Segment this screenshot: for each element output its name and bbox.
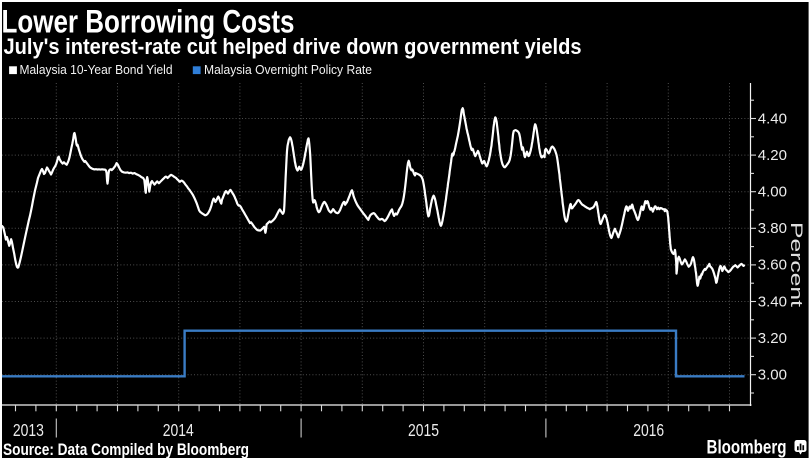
svg-text:4.00: 4.00 (758, 184, 787, 201)
svg-text:3.80: 3.80 (758, 220, 787, 237)
svg-text:Source: Data Compiled by Bloom: Source: Data Compiled by Bloomberg (3, 440, 249, 458)
svg-text:4.40: 4.40 (758, 110, 787, 127)
svg-text:4.20: 4.20 (758, 147, 787, 164)
svg-text:2016: 2016 (633, 420, 664, 440)
svg-text:3.60: 3.60 (758, 257, 787, 274)
svg-text:Lower Borrowing Costs: Lower Borrowing Costs (2, 4, 295, 40)
svg-text:Bloomberg: Bloomberg (707, 437, 787, 458)
svg-text:2013: 2013 (13, 420, 44, 440)
svg-text:Percent: Percent (787, 222, 805, 308)
svg-text:2015: 2015 (408, 420, 439, 440)
svg-text:3.20: 3.20 (758, 330, 787, 347)
svg-text:Malaysia Overnight Policy Rate: Malaysia Overnight Policy Rate (204, 63, 372, 77)
svg-text:Malaysia 10-Year Bond Yield: Malaysia 10-Year Bond Yield (20, 63, 173, 77)
svg-text:3.40: 3.40 (758, 293, 787, 310)
svg-text:2014: 2014 (163, 420, 194, 440)
svg-text:July's interest-rate cut helpe: July's interest-rate cut helped drive do… (4, 34, 582, 59)
svg-text:3.00: 3.00 (758, 367, 787, 384)
